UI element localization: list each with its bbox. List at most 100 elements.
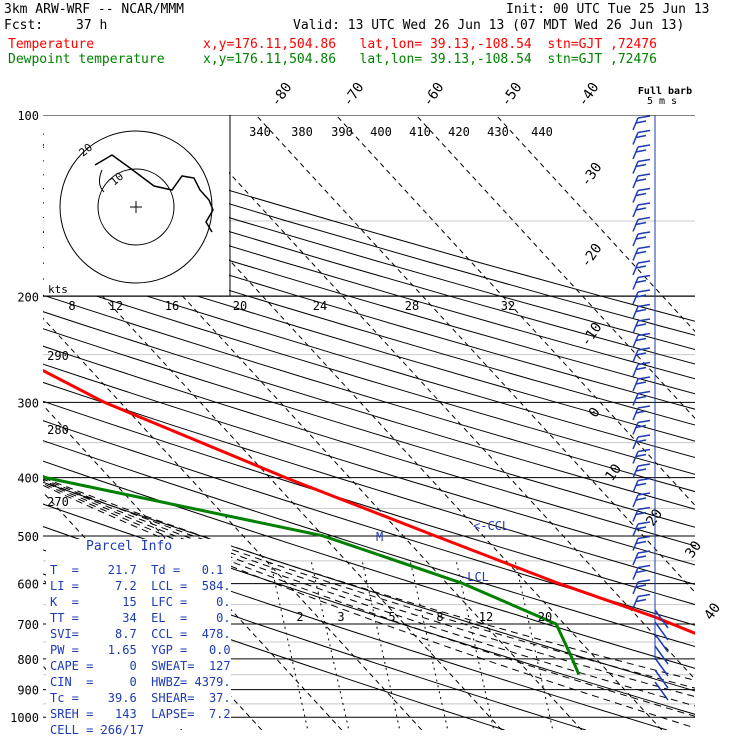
wind-barb xyxy=(635,526,647,530)
wind-barb xyxy=(637,115,651,119)
wind-barb xyxy=(632,306,639,319)
dry-adiabat xyxy=(43,294,695,493)
wind-barb xyxy=(635,337,647,342)
speed-label: 28 xyxy=(405,299,419,313)
dry-adiabat xyxy=(43,246,695,442)
wind-barb xyxy=(635,410,647,414)
wind-barb xyxy=(632,262,639,276)
wind-barb xyxy=(635,134,647,139)
isotherm-line xyxy=(415,115,695,420)
wind-barb xyxy=(632,291,639,305)
wind-barb xyxy=(635,294,647,298)
dewpoint-legend: Dewpoint temperature xyxy=(8,52,165,67)
wind-barb xyxy=(637,390,651,395)
wind-barb xyxy=(654,633,669,653)
isotherm-line xyxy=(43,230,503,730)
wind-barb xyxy=(632,117,639,131)
wind-barb xyxy=(635,468,647,472)
dry-adiabat xyxy=(43,187,695,380)
theta-label: 390 xyxy=(331,125,353,139)
wind-barb xyxy=(632,494,639,508)
wind-barb xyxy=(637,376,651,380)
wind-barb xyxy=(635,352,647,356)
wind-barb xyxy=(632,219,639,232)
parcel-row: TT = 34 EL = 0. xyxy=(50,611,231,625)
mixing-ratio-line xyxy=(310,559,350,730)
isotherm-line xyxy=(43,317,423,730)
dry-adiabat xyxy=(43,202,695,395)
theta-label: 340 xyxy=(249,125,271,139)
wind-barb xyxy=(635,265,647,269)
wind-barb xyxy=(632,596,639,609)
wind-barb xyxy=(632,538,639,551)
pressure-label: 200 xyxy=(17,290,39,304)
dry-adiabat xyxy=(43,400,695,606)
forecast-label: Fcst: xyxy=(4,18,44,33)
parcel-row: CIN = 0 HWBZ= 4379. xyxy=(50,675,231,689)
wind-barb xyxy=(637,173,651,177)
wind-barb xyxy=(635,279,647,284)
wind-barb xyxy=(635,250,647,255)
dry-adiabat xyxy=(43,420,695,626)
wind-barb xyxy=(632,349,639,363)
parcel-info-title: Parcel Info xyxy=(86,539,173,554)
isotherm-label: -50 xyxy=(498,80,526,110)
speed-label: 20 xyxy=(233,299,247,313)
isotherm-line xyxy=(0,115,22,730)
wind-barb xyxy=(635,236,647,240)
dry-adiabat xyxy=(43,573,505,730)
wind-barb xyxy=(637,202,651,206)
mixing-ratio-label: 12 xyxy=(479,610,493,624)
mixing-ratio-label: 20 xyxy=(538,610,552,624)
isotherm-label: -30 xyxy=(578,160,606,190)
wind-barb xyxy=(637,550,651,554)
wind-barb xyxy=(635,439,647,443)
moist-adiabat xyxy=(43,479,695,698)
wind-barb xyxy=(632,407,639,421)
wind-barb xyxy=(637,318,651,322)
mixing-ratio-label: 3 xyxy=(337,610,344,624)
mixing-ratio-line xyxy=(409,559,449,730)
isotherm-label: 0 xyxy=(586,405,604,421)
wind-barb xyxy=(637,434,651,438)
wind-barb xyxy=(637,579,651,583)
wind-barb xyxy=(637,187,651,192)
parcel-row: SVI= 8.7 CCL = 478. xyxy=(50,627,231,641)
wind-barb xyxy=(632,581,639,595)
dry-adiabat xyxy=(43,503,695,715)
wind-barb xyxy=(637,564,651,569)
wind-barb xyxy=(637,506,651,511)
theta-label: 290 xyxy=(47,349,69,363)
wind-barb xyxy=(637,535,651,540)
dewpoint-profile xyxy=(43,474,581,676)
wind-barb xyxy=(637,144,651,148)
isotherm-label: 40 xyxy=(701,600,724,623)
temperature-profile xyxy=(43,368,695,635)
dry-adiabat xyxy=(43,311,695,510)
parcel-row: CAPE = 0 SWEAT= 127 xyxy=(50,659,231,673)
wind-barb xyxy=(654,681,669,701)
wind-barb xyxy=(635,555,647,559)
ccl-annotation: <-CCL xyxy=(473,519,509,533)
pressure-label: 500 xyxy=(17,530,39,544)
wind-barb xyxy=(635,178,647,182)
wind-barb xyxy=(637,347,651,351)
wind-barb xyxy=(635,424,647,429)
wind-barb xyxy=(632,480,639,493)
temperature-location: x,y=176.11,504.86 lat,lon= 39.13,-108.54… xyxy=(203,37,657,52)
isotherm-line xyxy=(335,115,695,507)
wind-barb xyxy=(635,482,647,487)
wind-barb xyxy=(632,248,639,261)
isotherm-label: -20 xyxy=(578,241,606,271)
theta-label: 440 xyxy=(531,125,553,139)
parcel-info-panel: Parcel Info T = 21.7 Td = 0.1 LI = 7.2 L… xyxy=(46,539,231,737)
isotherm-line xyxy=(255,115,695,593)
wind-barb xyxy=(637,477,651,482)
theta-label: 400 xyxy=(370,125,392,139)
wind-barb xyxy=(654,669,669,689)
wind-barb xyxy=(654,609,669,629)
wind-barb xyxy=(632,190,639,203)
dry-adiabat xyxy=(43,174,695,365)
hodograph-trace xyxy=(94,154,214,233)
dry-adiabat xyxy=(43,262,695,459)
